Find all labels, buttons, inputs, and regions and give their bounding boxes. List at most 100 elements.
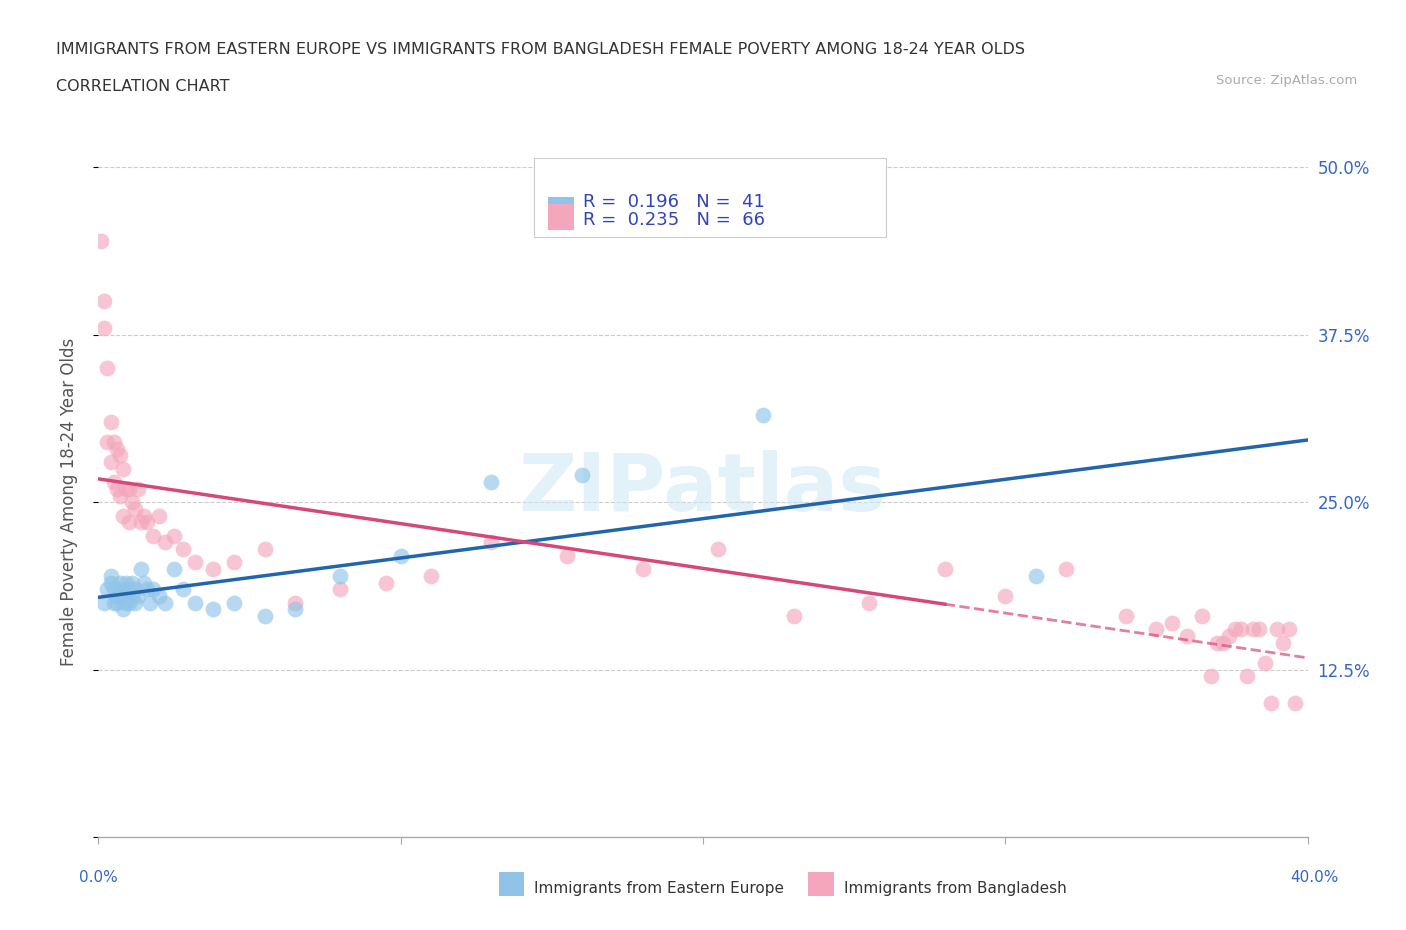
- Point: [118, 595, 141, 610]
- Point: [111, 508, 134, 523]
- Text: R =  0.235   N =  66: R = 0.235 N = 66: [583, 211, 765, 230]
- Point: [707, 541, 730, 556]
- Point: [184, 595, 207, 610]
- Point: [103, 582, 125, 597]
- Point: [1241, 622, 1264, 637]
- Point: [108, 589, 131, 604]
- Point: [202, 602, 225, 617]
- Point: [100, 568, 122, 583]
- Point: [1212, 635, 1234, 650]
- Point: [103, 595, 125, 610]
- Text: Immigrants from Eastern Europe: Immigrants from Eastern Europe: [534, 881, 785, 896]
- Point: [202, 562, 225, 577]
- Point: [118, 582, 141, 597]
- Point: [783, 608, 806, 623]
- Point: [172, 582, 194, 597]
- Point: [96, 361, 118, 376]
- Y-axis label: Female Poverty Among 18-24 Year Olds: Female Poverty Among 18-24 Year Olds: [59, 339, 77, 666]
- Point: [132, 575, 155, 590]
- Point: [1206, 635, 1229, 650]
- Point: [135, 515, 157, 530]
- Point: [105, 482, 128, 497]
- Point: [1236, 669, 1258, 684]
- Point: [93, 595, 115, 610]
- Point: [1144, 622, 1167, 637]
- Point: [1160, 616, 1182, 631]
- Point: [114, 575, 136, 590]
- Point: [631, 562, 654, 577]
- Point: [108, 448, 131, 463]
- Point: [108, 575, 131, 590]
- Point: [129, 515, 152, 530]
- Point: [1191, 608, 1213, 623]
- Point: [118, 515, 141, 530]
- Point: [253, 541, 276, 556]
- Point: [253, 608, 276, 623]
- Point: [481, 474, 503, 489]
- Point: [114, 595, 136, 610]
- Point: [153, 595, 176, 610]
- Point: [121, 575, 143, 590]
- Point: [142, 582, 165, 597]
- Point: [100, 575, 122, 590]
- Text: IMMIGRANTS FROM EASTERN EUROPE VS IMMIGRANTS FROM BANGLADESH FEMALE POVERTY AMON: IMMIGRANTS FROM EASTERN EUROPE VS IMMIGR…: [56, 42, 1025, 57]
- Point: [121, 495, 143, 510]
- Point: [555, 549, 578, 564]
- Point: [858, 595, 880, 610]
- Text: 40.0%: 40.0%: [1291, 870, 1339, 884]
- Point: [148, 589, 170, 604]
- Point: [111, 461, 134, 476]
- Point: [184, 555, 207, 570]
- Point: [105, 589, 128, 604]
- Point: [329, 582, 352, 597]
- Point: [135, 582, 157, 597]
- Point: [124, 582, 146, 597]
- Point: [1024, 568, 1046, 583]
- Point: [142, 528, 165, 543]
- Point: [752, 407, 775, 422]
- Text: Immigrants from Bangladesh: Immigrants from Bangladesh: [844, 881, 1066, 896]
- Point: [93, 321, 115, 336]
- Point: [111, 582, 134, 597]
- Point: [1267, 622, 1289, 637]
- Text: Source: ZipAtlas.com: Source: ZipAtlas.com: [1216, 74, 1357, 87]
- Point: [1115, 608, 1137, 623]
- Point: [103, 434, 125, 449]
- Point: [1230, 622, 1253, 637]
- Point: [124, 595, 146, 610]
- Point: [121, 589, 143, 604]
- Point: [103, 474, 125, 489]
- Point: [100, 415, 122, 430]
- Point: [571, 468, 593, 483]
- Point: [163, 528, 186, 543]
- Point: [90, 233, 112, 248]
- Point: [96, 434, 118, 449]
- Point: [994, 589, 1017, 604]
- Point: [148, 508, 170, 523]
- Point: [934, 562, 956, 577]
- Point: [1249, 622, 1271, 637]
- Point: [1260, 696, 1282, 711]
- Point: [224, 555, 246, 570]
- Point: [96, 582, 118, 597]
- Point: [329, 568, 352, 583]
- Point: [127, 482, 149, 497]
- Point: [132, 508, 155, 523]
- Point: [1284, 696, 1306, 711]
- Point: [1054, 562, 1077, 577]
- Point: [139, 595, 162, 610]
- Point: [284, 595, 307, 610]
- Point: [163, 562, 186, 577]
- Point: [1278, 622, 1301, 637]
- Point: [224, 595, 246, 610]
- Text: ZIPatlas: ZIPatlas: [519, 450, 887, 528]
- Text: CORRELATION CHART: CORRELATION CHART: [56, 79, 229, 94]
- Point: [172, 541, 194, 556]
- Point: [374, 575, 396, 590]
- Point: [127, 589, 149, 604]
- Point: [105, 441, 128, 456]
- Text: R =  0.196   N =  41: R = 0.196 N = 41: [583, 193, 765, 211]
- Point: [481, 535, 503, 550]
- Point: [1223, 622, 1246, 637]
- Point: [153, 535, 176, 550]
